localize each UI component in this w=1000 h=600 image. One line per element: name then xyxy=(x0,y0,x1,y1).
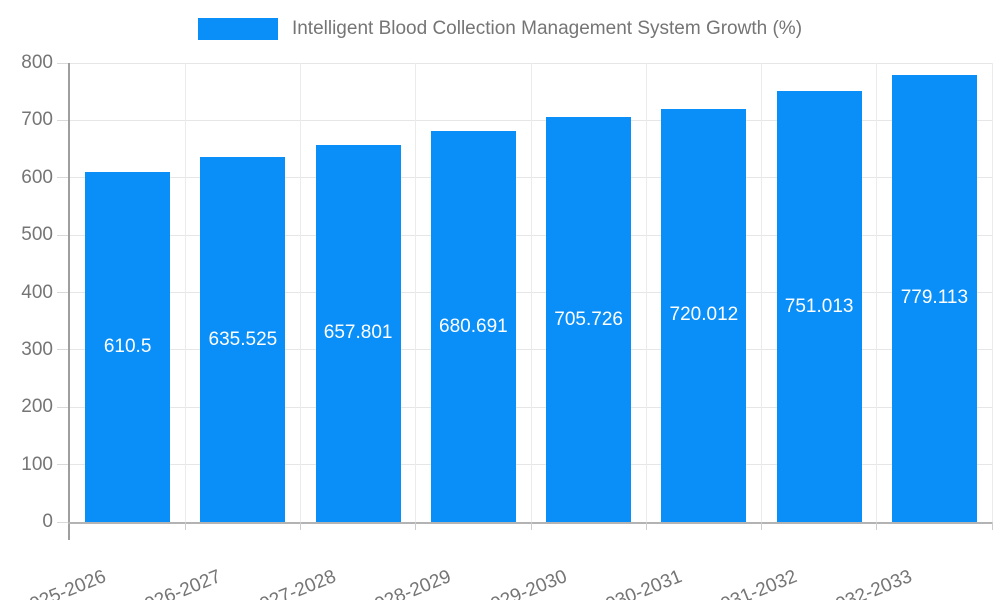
x-axis-category-label: 2028-2029 xyxy=(362,566,455,600)
v-gridline xyxy=(761,63,762,522)
bar-2031-2032[interactable] xyxy=(776,91,862,522)
bar-2030-2031[interactable] xyxy=(661,108,747,522)
y-axis-tick-mark xyxy=(57,521,68,523)
x-axis-category-label: 2025-2026 xyxy=(16,566,109,600)
bar-value-label: 751.013 xyxy=(784,295,854,317)
x-axis-tick-mark xyxy=(991,522,993,530)
x-axis-tick-mark xyxy=(300,522,301,530)
y-axis-tick-mark xyxy=(57,119,68,121)
v-gridline xyxy=(300,63,301,522)
bar-2029-2030[interactable] xyxy=(546,117,632,522)
x-axis-category-label: 2027-2028 xyxy=(247,566,340,600)
x-axis-tick-mark xyxy=(415,522,417,530)
x-axis-line xyxy=(68,522,992,524)
bar-value-label: 635.525 xyxy=(208,328,278,350)
y-axis-tick-mark xyxy=(57,292,68,293)
v-gridline xyxy=(876,63,878,522)
x-axis-tick-mark xyxy=(184,522,186,530)
chart-legend: Intelligent Blood Collection Management … xyxy=(0,18,1000,40)
bar-value-label: 610.5 xyxy=(103,335,152,357)
bar-2027-2028[interactable] xyxy=(315,144,401,522)
bar-2032-2033[interactable] xyxy=(891,74,977,522)
plot-area: 610.5 635.525 657.801 680.691 705.726 720.012… xyxy=(68,62,993,540)
y-axis-tick-label: 100 xyxy=(21,453,53,475)
y-axis-tick-label: 800 xyxy=(21,52,53,73)
x-axis-tick-mark xyxy=(530,522,532,530)
y-axis-line xyxy=(68,63,70,540)
x-axis-tick-mark xyxy=(876,522,878,530)
x-axis-category-label: 2032-2033 xyxy=(823,566,916,600)
x-axis-tick-mark xyxy=(761,522,762,530)
v-gridline xyxy=(991,63,993,522)
v-gridline xyxy=(530,63,532,522)
y-axis-tick-label: 500 xyxy=(21,224,53,246)
legend-series-label: Intelligent Blood Collection Management … xyxy=(291,18,803,39)
x-axis-category-label: 2031-2032 xyxy=(708,566,801,600)
y-axis-tick-label: 0 xyxy=(42,511,53,532)
y-axis-tick-mark xyxy=(57,349,68,351)
x-axis-tick-mark xyxy=(645,522,647,530)
x-axis-category-label: 2026-2027 xyxy=(131,566,224,600)
v-gridline xyxy=(415,63,417,522)
x-axis-category-label: 2030-2031 xyxy=(592,566,685,600)
y-axis-tick-mark xyxy=(57,464,68,466)
y-axis-tick-mark xyxy=(57,234,68,236)
y-axis-tick-label: 200 xyxy=(21,396,53,418)
bar-value-label: 720.012 xyxy=(669,304,739,326)
y-axis-tick-label: 300 xyxy=(21,338,53,360)
bar-value-label: 680.691 xyxy=(439,315,508,337)
y-axis-tick-mark xyxy=(57,62,68,64)
y-axis-tick-mark xyxy=(57,177,68,179)
legend-color-swatch xyxy=(197,18,278,40)
bar-2028-2029[interactable] xyxy=(430,131,516,522)
bar-2026-2027[interactable] xyxy=(200,157,286,522)
y-axis-tick-label: 600 xyxy=(21,166,53,188)
y-axis-tick-mark xyxy=(57,406,68,408)
v-gridline xyxy=(645,63,647,522)
bar-2025-2026[interactable] xyxy=(85,171,171,522)
bar-value-label: 779.113 xyxy=(900,287,969,309)
y-axis-tick-label: 700 xyxy=(21,109,53,131)
v-gridline xyxy=(184,63,186,522)
y-axis-tick-label: 400 xyxy=(21,281,53,303)
x-axis-category-label: 2029-2030 xyxy=(477,566,570,600)
bar-value-label: 705.726 xyxy=(554,308,623,330)
bar-value-label: 657.801 xyxy=(323,322,393,344)
